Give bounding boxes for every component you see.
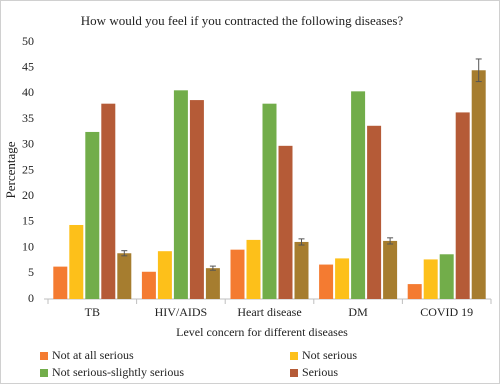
bar <box>117 253 132 299</box>
bar <box>205 268 220 299</box>
legend-label: Not at all serious <box>52 348 134 362</box>
x-axis-title: Level concern for different diseases <box>176 325 348 339</box>
y-tick-label: 10 <box>22 239 34 253</box>
y-axis-title: Percentage <box>3 141 18 198</box>
x-tick-label: TB <box>85 305 100 319</box>
y-tick-label: 5 <box>28 265 34 279</box>
x-tick-label: Heart disease <box>237 305 301 319</box>
bar <box>53 266 68 299</box>
y-tick-label: 15 <box>22 214 34 228</box>
legend-label: Serious <box>302 365 338 379</box>
bar <box>407 284 422 299</box>
bar <box>383 240 398 299</box>
bar <box>278 145 293 299</box>
legend-swatch <box>290 369 298 377</box>
y-tick-label: 20 <box>22 188 34 202</box>
bar <box>351 91 366 300</box>
error-bar <box>298 238 305 246</box>
bar <box>262 103 277 300</box>
bar <box>157 251 172 299</box>
x-tick-label: DM <box>348 305 368 319</box>
chart-title: How would you feel if you contracted the… <box>81 13 404 28</box>
bar <box>230 249 245 299</box>
y-tick-label: 40 <box>22 85 34 99</box>
legend-swatch <box>290 352 298 360</box>
bar <box>439 254 454 299</box>
bar <box>335 258 350 299</box>
bar <box>189 100 204 299</box>
x-tick-label: HIV/AIDS <box>155 305 208 319</box>
bar <box>294 241 309 299</box>
bar <box>455 112 470 299</box>
bar <box>101 103 116 300</box>
error-bar <box>475 58 482 83</box>
bar <box>85 131 100 299</box>
bar <box>319 264 334 299</box>
y-tick-label: 25 <box>22 162 34 176</box>
bar <box>367 125 382 299</box>
bar <box>471 70 486 300</box>
bar <box>173 90 188 299</box>
bar <box>423 259 438 299</box>
y-tick-label: 35 <box>22 111 34 125</box>
legend-swatch <box>40 369 48 377</box>
bar <box>141 271 156 299</box>
y-tick-label: 30 <box>22 137 34 151</box>
bar <box>246 239 261 299</box>
y-tick-label: 45 <box>22 59 34 73</box>
legend-label: Not serious <box>302 348 357 362</box>
error-bar <box>209 265 216 271</box>
bar <box>69 224 84 299</box>
y-tick-label: 50 <box>22 34 34 48</box>
legend-label: Not serious-slightly serious <box>52 365 184 379</box>
x-tick-label: COVID 19 <box>420 305 473 319</box>
error-bar <box>387 237 394 245</box>
legend-swatch <box>40 352 48 360</box>
y-tick-label: 0 <box>28 291 34 305</box>
error-bar <box>121 250 128 257</box>
